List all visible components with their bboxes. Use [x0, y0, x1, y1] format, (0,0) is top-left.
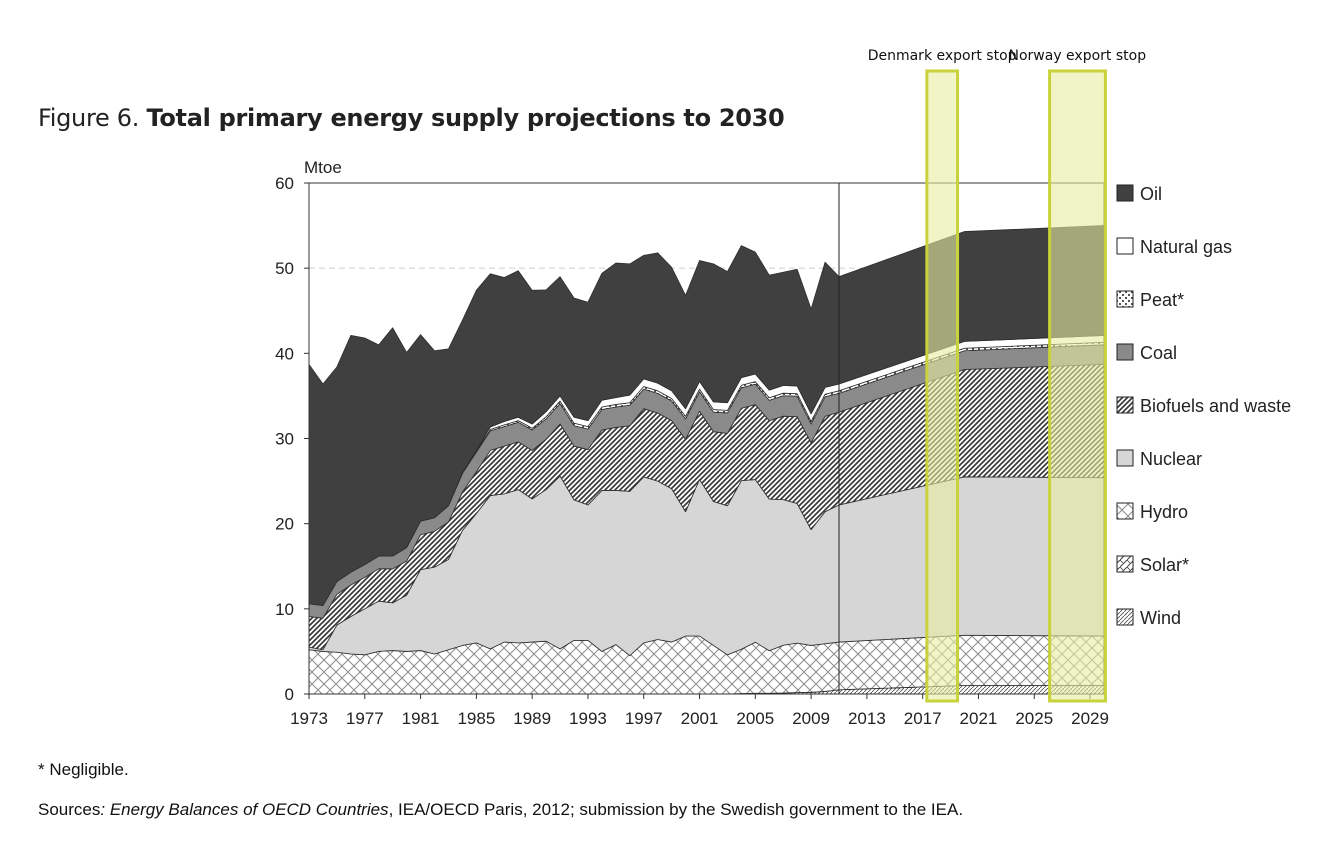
legend: Oil Natural gas Peat* Coal Biofuels and wast…: [1117, 184, 1291, 628]
footnote: * Negligible.: [38, 760, 129, 780]
y-tick-label: 0: [285, 685, 294, 704]
legend-label-natural-gas: Natural gas: [1140, 237, 1232, 257]
x-tick-label: 1981: [402, 709, 440, 728]
legend-label-wind: Wind: [1140, 608, 1181, 628]
y-axis-label: Mtoe: [304, 158, 342, 177]
legend-label-solar: Solar*: [1140, 555, 1189, 575]
x-tick-label: 2001: [681, 709, 719, 728]
x-tick-label: 1997: [625, 709, 663, 728]
area-layers: [309, 226, 1104, 694]
y-tick-label: 40: [275, 344, 294, 363]
legend-label-biofuels-and-waste: Biofuels and waste: [1140, 396, 1291, 416]
sources-prefix: Sources: [38, 800, 100, 819]
legend-swatch-biofuels-and-waste: [1117, 397, 1133, 413]
x-tick-label: 1989: [513, 709, 551, 728]
legend-label-peat: Peat*: [1140, 290, 1184, 310]
y-tick-label: 60: [275, 174, 294, 193]
sources-note: Sources: Energy Balances of OECD Countri…: [38, 800, 963, 820]
x-tick-label: 2025: [1015, 709, 1053, 728]
x-tick-label: 2029: [1071, 709, 1109, 728]
sources-details: , IEA/OECD Paris, 2012; submission by th…: [389, 800, 964, 819]
highlight-band-denmark-export-stop: [927, 71, 958, 701]
legend-swatch-nuclear: [1117, 450, 1133, 466]
legend-swatch-peat: [1117, 291, 1133, 307]
y-tick-label: 50: [275, 259, 294, 278]
legend-swatch-solar: [1117, 556, 1133, 572]
legend-label-hydro: Hydro: [1140, 502, 1188, 522]
x-tick-label: 1973: [290, 709, 328, 728]
sources-publication: : Energy Balances of OECD Countries: [100, 800, 388, 819]
y-tick-label: 10: [275, 600, 294, 619]
legend-swatch-oil: [1117, 185, 1133, 201]
legend-label-coal: Coal: [1140, 343, 1177, 363]
legend-swatch-hydro: [1117, 503, 1133, 519]
legend-swatch-coal: [1117, 344, 1133, 360]
highlight-band-norway-export-stop: [1050, 71, 1106, 701]
legend-swatch-wind: [1117, 609, 1133, 625]
y-tick-label: 20: [275, 515, 294, 534]
legend-label-oil: Oil: [1140, 184, 1162, 204]
x-tick-label: 2017: [904, 709, 942, 728]
x-tick-label: 2013: [848, 709, 886, 728]
x-tick-label: 2021: [960, 709, 998, 728]
x-tick-label: 1985: [457, 709, 495, 728]
energy-supply-chart: 0 10 20 30 40 50 60 Mtoe 1973 1977 1981 1985 1989 199…: [0, 0, 1334, 864]
legend-label-nuclear: Nuclear: [1140, 449, 1202, 469]
y-tick-label: 30: [275, 430, 294, 449]
x-tick-label: 1977: [346, 709, 384, 728]
x-tick-label: 2009: [792, 709, 830, 728]
x-tick-label: 1993: [569, 709, 607, 728]
legend-swatch-natural-gas: [1117, 238, 1133, 254]
x-tick-label: 2005: [736, 709, 774, 728]
